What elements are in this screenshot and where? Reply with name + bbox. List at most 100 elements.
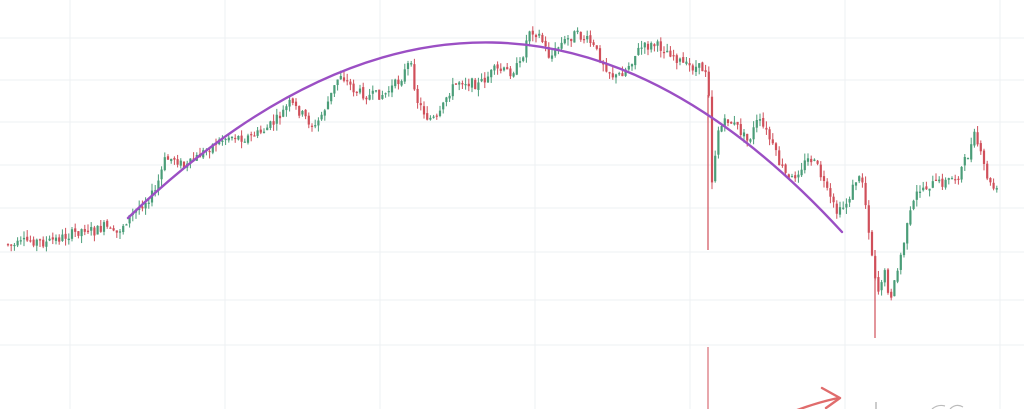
candle [854,182,858,191]
candle-body [490,69,493,78]
candle-body [38,239,42,241]
candle-body [851,184,854,200]
candle-body [512,73,515,77]
candle-body [995,188,998,190]
candle [771,133,774,146]
candle [243,138,246,143]
candle-body [32,239,35,246]
candle [266,124,269,131]
candle-body [566,38,570,40]
candle [176,154,179,168]
candle-body [733,122,736,125]
candle [326,96,330,110]
rounding-top-arc [126,41,844,234]
candle [931,175,934,189]
candle-body [698,63,701,68]
candle [765,121,768,135]
candle-body [819,164,822,178]
candle [906,222,909,250]
candle-body [579,31,582,40]
candle-body [509,68,512,77]
candle [611,66,614,80]
candle [707,66,710,98]
candle-body [787,174,790,178]
candle [246,133,250,145]
candle-body [51,237,54,240]
candle [83,224,86,236]
candle [595,45,598,51]
candle-body [870,231,874,256]
candle [256,126,259,139]
candle [656,39,659,52]
candle [810,155,813,166]
candle-body [416,88,419,103]
candle [883,268,886,287]
candle-body [755,120,758,128]
candle [166,154,170,160]
candle-body [438,110,442,116]
candle-body [45,241,48,247]
candle [125,223,128,226]
candle [842,201,845,210]
candle [45,236,48,252]
candle-body [221,140,224,142]
candle-body [67,238,70,241]
candle [582,35,586,44]
candle-body [653,44,656,47]
candle-body [467,83,470,87]
candle-body [83,228,86,232]
candle [662,46,666,59]
candle-body [950,178,954,180]
candle [342,70,346,83]
candle [70,226,74,242]
candle-body [803,160,806,171]
candle [918,185,922,198]
candle-body [435,115,438,117]
candle-body [813,159,816,161]
candle-body [26,236,29,241]
candle [570,38,573,47]
candle-body [259,129,262,133]
candle [310,123,314,132]
candle-body [365,97,368,100]
candle [467,78,470,92]
candle [592,39,595,47]
candle-body [640,47,643,49]
candle-body [58,237,61,242]
candle-body [80,229,83,237]
candle-body [960,166,963,180]
candle [358,84,362,95]
candle [768,126,771,146]
partial-label-fragment [931,404,964,409]
candle [304,109,307,120]
candle [710,90,714,190]
candle [835,200,838,219]
candle-body [470,78,474,88]
candle-body [426,113,429,120]
candle [506,62,509,70]
candle [800,162,803,177]
candle-body [614,74,618,78]
candle-body [371,90,374,94]
candle-body [963,157,966,166]
candle-body [358,88,362,93]
candle-body [291,98,294,103]
candle-body [326,101,330,110]
candle [429,115,432,121]
candle [253,131,256,137]
candle [157,174,160,196]
candle [90,222,93,236]
candle-body [298,106,301,116]
candle-body [797,174,800,178]
candle [538,29,541,39]
candle-body [77,231,80,236]
candle-body [147,202,150,204]
candle [893,280,896,297]
candle [650,41,653,53]
candle-body [934,179,938,182]
candle [621,66,624,77]
candle [67,233,70,245]
candle-body [506,67,509,70]
candle-body [957,178,960,180]
candle-body [979,143,982,152]
